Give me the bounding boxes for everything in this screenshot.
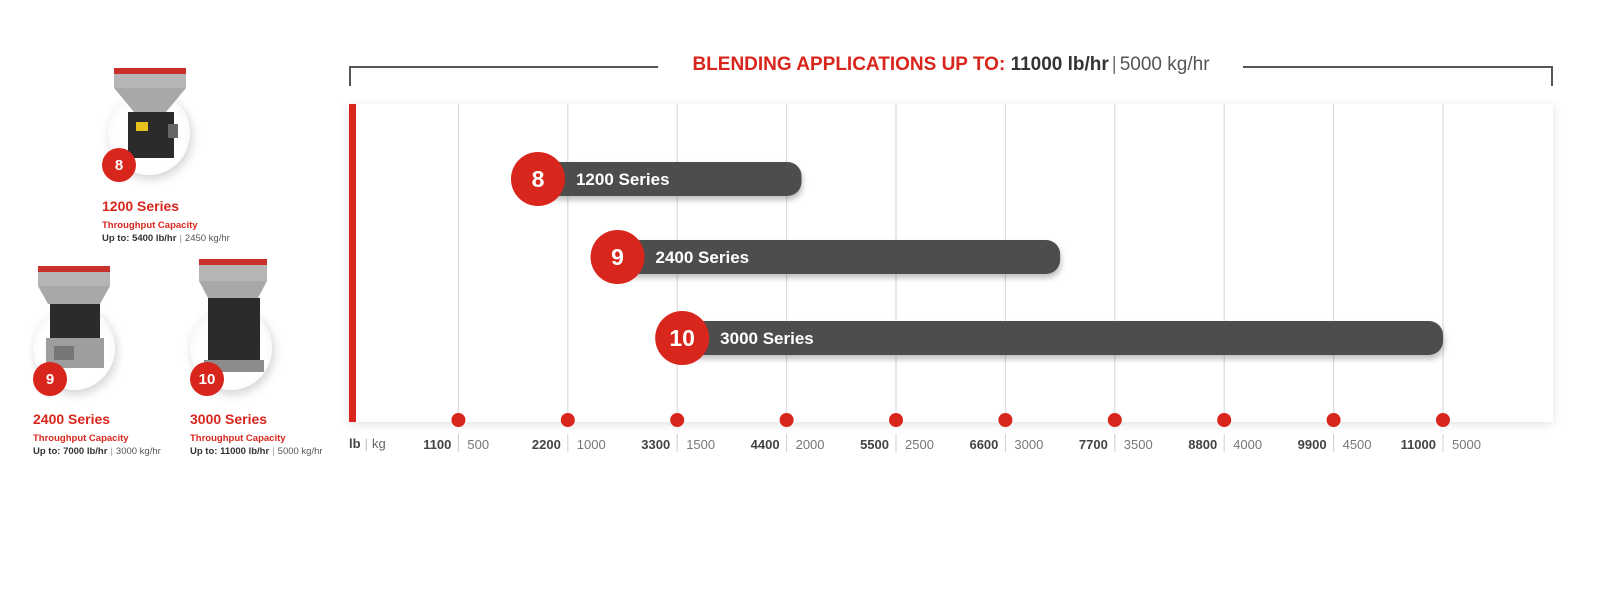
throughput-kg: 5000 kg/hr [277,446,323,457]
series-number: 9 [611,244,624,270]
x-tick-label-lb: 1100 [423,437,451,452]
x-tick-label-kg: 1500 [686,437,715,452]
product-number-badge: 9 [33,362,67,396]
x-tick-dot [779,413,794,427]
product-number-badge: 10 [190,362,224,396]
x-tick-label-kg: 4000 [1233,437,1262,452]
title-bracket-left [349,66,658,68]
x-tick-label-kg: 2000 [796,437,825,452]
x-tick-label-lb: 3300 [641,437,670,452]
throughput-spec: Up to: 11000 lb/hr | 5000 kg/hr [190,446,323,457]
axis-unit-lb: lb [349,436,361,451]
axis-unit-divider: | [364,436,368,451]
title-kg: 5000 kg/hr [1119,54,1210,75]
blender-machine-image [114,68,186,158]
x-tick-dot [1217,413,1232,427]
x-tick-label-lb: 9900 [1298,437,1327,452]
title-prefix: BLENDING APPLICATIONS UP TO: [692,54,1006,75]
series-number: 8 [532,166,545,192]
series-bar [537,162,802,196]
x-tick-dot [1107,413,1122,427]
spec-divider: | [110,446,113,457]
x-tick-label-kg: 3500 [1124,437,1153,452]
x-tick-label-kg: 500 [467,437,489,452]
throughput-kg: 3000 kg/hr [115,446,161,457]
x-tick-label-kg: 1000 [577,437,606,452]
throughput-label: Throughput Capacity [33,433,129,444]
throughput-lb: Up to: 11000 lb/hr [190,446,270,457]
throughput-label: Throughput Capacity [102,220,198,231]
title-bracket-left-tick [349,66,351,86]
x-tick-dot [1326,413,1341,427]
x-tick-label-lb: 6600 [969,437,998,452]
title-bracket-right-tick [1551,66,1553,86]
x-tick-dot [1436,413,1450,427]
title-divider: | [1111,54,1117,75]
throughput-spec: Up to: 7000 lb/hr | 3000 kg/hr [33,446,161,457]
product-name: 2400 Series [33,411,111,427]
x-tick-label-kg: 4500 [1343,437,1372,452]
chart-title: BLENDING APPLICATIONS UP TO: 11000 lb/hr… [660,54,1242,76]
series-label: 2400 Series [656,248,750,267]
x-tick-dot [451,413,466,427]
x-tick-dot [889,413,903,427]
x-tick-label-lb: 11000 [1401,437,1436,452]
throughput-spec: Up to: 5400 lb/hr | 2450 kg/hr [102,233,230,244]
axis-unit-kg: kg [371,436,386,451]
x-tick-label-kg: 3000 [1014,437,1043,452]
chart-y-axis-bar [349,104,356,422]
series-bar [617,240,1061,274]
series-bar [682,321,1443,355]
spec-divider: | [272,446,275,457]
series-number: 10 [669,325,695,351]
product-name: 3000 Series [190,411,268,427]
product-number-badge: 8 [102,148,136,182]
spec-divider: | [179,233,182,244]
x-tick-label-lb: 4400 [751,437,780,452]
title-bracket-right [1243,66,1553,68]
x-tick-dot [670,413,685,427]
axis-unit-label: lb | kg [349,436,386,451]
throughput-lb: Up to: 7000 lb/hr [33,446,108,457]
x-tick-label-lb: 2200 [532,437,561,452]
series-number-badge [510,152,565,206]
x-tick-label-kg: 2500 [905,437,934,452]
throughput-kg: 2450 kg/hr [184,233,230,244]
series-number-badge [590,230,645,284]
x-tick-label-lb: 7700 [1079,437,1108,452]
x-tick-label-lb: 8800 [1188,437,1217,452]
title-lb: 11000 lb/hr [1010,54,1109,75]
throughput-lb: Up to: 5400 lb/hr [102,233,177,244]
product-name: 1200 Series [102,198,180,214]
blender-machine-image [38,266,110,368]
x-tick-dot [560,413,575,427]
x-tick-label-lb: 5500 [860,437,889,452]
blender-machine-image [199,259,267,372]
series-label: 3000 Series [720,329,814,348]
x-tick-label-kg: 5000 [1452,437,1481,452]
series-number-badge [655,311,710,365]
x-tick-dot [998,413,1013,427]
series-label: 1200 Series [576,170,670,189]
throughput-label: Throughput Capacity [190,433,286,444]
